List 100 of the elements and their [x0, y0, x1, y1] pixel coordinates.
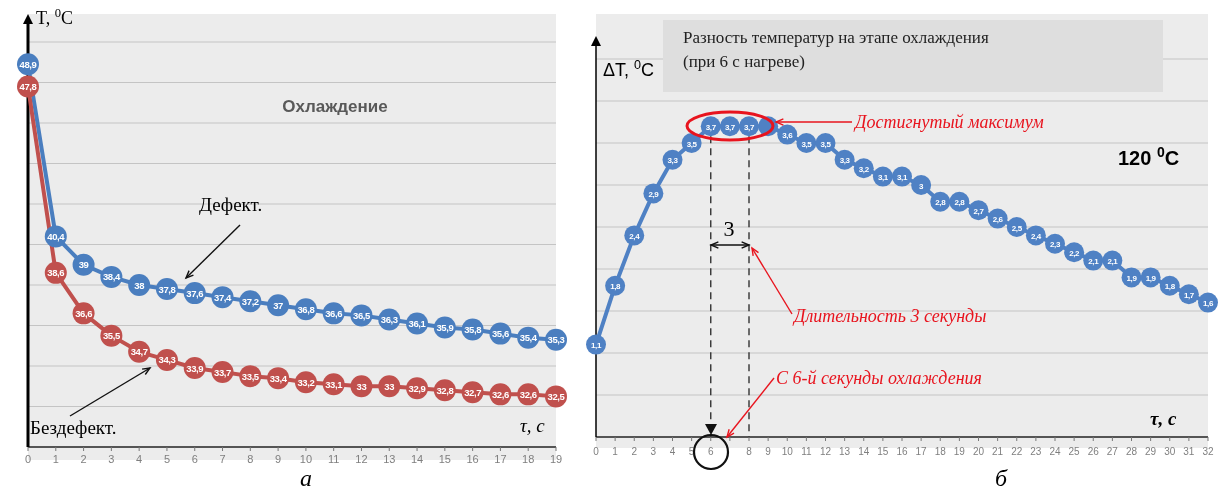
- data-label: 1,8: [610, 282, 622, 292]
- data-label: 3,7: [705, 122, 717, 132]
- text: а: [300, 465, 312, 491]
- x-tick-label: 12: [355, 453, 368, 465]
- x-tick-label: 1: [612, 446, 619, 457]
- x-axis-title: τ, с: [520, 415, 546, 436]
- x-tick-label: 17: [915, 446, 928, 457]
- data-label: 36,6: [75, 307, 93, 319]
- data-label: 32,8: [436, 384, 454, 396]
- x-tick-label: 8: [746, 446, 753, 457]
- data-label: 32,6: [491, 388, 509, 400]
- x-tick-label: 10: [781, 446, 794, 457]
- x-tick-label: 9: [765, 446, 772, 457]
- data-label: 32,7: [464, 386, 482, 398]
- data-label: 37,6: [186, 287, 204, 299]
- data-label: 33,2: [297, 376, 315, 388]
- data-label: 36,5: [353, 309, 372, 321]
- data-label: 38: [134, 279, 145, 291]
- x-tick-label: 5: [163, 453, 171, 465]
- x-tick-label: 15: [877, 446, 889, 457]
- data-label: 3,7: [744, 122, 755, 132]
- data-label: 36,6: [325, 307, 343, 319]
- data-label: 2,8: [954, 198, 966, 208]
- x-tick-label: 20: [972, 446, 985, 457]
- x-tick-label: 2: [631, 446, 638, 457]
- data-label: 37,2: [241, 295, 259, 307]
- data-label: 35,5: [102, 330, 121, 342]
- x-tick-label: 11: [801, 446, 812, 457]
- data-label: 39: [78, 259, 89, 271]
- data-label: 3,2: [858, 164, 870, 174]
- x-tick-label: 21: [992, 446, 1004, 457]
- x-tick-label: 22: [1011, 446, 1023, 457]
- data-label: 36,8: [297, 303, 315, 315]
- data-label: 34,7: [130, 346, 148, 358]
- data-label: 3,7: [724, 122, 736, 132]
- data-label: 35,8: [464, 324, 482, 336]
- annotation: 3: [723, 216, 735, 241]
- x-tick-label: 7: [219, 453, 226, 465]
- x-tick-label: 27: [1106, 446, 1119, 457]
- data-label: 2,3: [1050, 240, 1061, 250]
- x-tick-label: 18: [522, 453, 535, 465]
- data-label: 3,6: [782, 131, 794, 141]
- data-label: 33,9: [186, 362, 204, 374]
- x-tick-label: 6: [191, 453, 198, 465]
- x-tick-label: 15: [438, 453, 451, 465]
- text: б: [995, 465, 1008, 491]
- data-label: 33: [356, 380, 367, 392]
- data-label: 36,3: [380, 313, 398, 325]
- data-label: 37: [273, 299, 284, 311]
- data-label: 33: [384, 380, 395, 392]
- data-label: 32,6: [519, 388, 537, 400]
- data-label: 1,9: [1126, 273, 1138, 283]
- x-tick-label: 17: [494, 453, 507, 465]
- x-tick-label: 10: [299, 453, 313, 465]
- text: Охлаждение: [282, 97, 388, 116]
- y-axis-title: ΔT, $^{0}$C: [603, 58, 655, 80]
- annotation: Дефект.: [199, 194, 263, 215]
- x-tick-label: 4: [669, 446, 676, 457]
- data-label: 38,4: [102, 271, 121, 283]
- x-tick-label: 18: [934, 446, 947, 457]
- x-tick-label: 4: [136, 453, 143, 465]
- data-label: 1,6: [1203, 299, 1214, 309]
- data-label: 2,9: [648, 189, 660, 199]
- data-label: 47,8: [19, 81, 37, 93]
- data-label: 33,4: [269, 372, 288, 384]
- x-tick-label: 13: [839, 446, 851, 457]
- x-tick-label: 26: [1087, 446, 1100, 457]
- x-tick-label: 29: [1145, 446, 1157, 457]
- data-label: 35,3: [547, 334, 565, 346]
- x-tick-label: 0: [24, 453, 32, 465]
- data-label: 34,3: [158, 354, 176, 366]
- data-label: 37,4: [214, 291, 233, 303]
- x-tick-label: 14: [858, 446, 870, 457]
- data-label: 33,5: [241, 370, 260, 382]
- annotation: 120 $^{0}$C: [1118, 144, 1180, 169]
- data-label: 2,4: [629, 231, 641, 241]
- data-label: 2,8: [935, 198, 947, 208]
- x-axis-title: τ, c: [1150, 408, 1177, 429]
- data-label: 33,1: [325, 378, 344, 390]
- data-label: 2,1: [1107, 257, 1119, 267]
- data-label: 32,9: [408, 382, 426, 394]
- y-axis-title: T, $^{0}$C: [36, 6, 73, 28]
- data-label: 3,1: [877, 173, 889, 183]
- data-label: 3: [919, 181, 925, 191]
- x-tick-label: 28: [1125, 446, 1138, 457]
- x-tick-label: 0: [593, 446, 600, 457]
- annotation: Бездефект.: [30, 417, 117, 438]
- x-tick-label: 2: [80, 453, 87, 465]
- data-label: 3,1: [897, 173, 908, 183]
- x-tick-label: 25: [1068, 446, 1081, 457]
- x-tick-label: 9: [275, 453, 282, 465]
- annotation: С 6-й секунды охлаждения: [776, 368, 982, 388]
- data-label: 1,7: [1183, 290, 1195, 300]
- data-label: 2,7: [973, 206, 985, 216]
- x-tick-label: 8: [247, 453, 254, 465]
- data-label: 1,1: [591, 341, 602, 351]
- data-label: 2,4: [1030, 231, 1042, 241]
- annotation: Достигнутый максимум: [853, 112, 1045, 132]
- data-label: 33,7: [214, 366, 232, 378]
- x-tick-label: 32: [1202, 446, 1214, 457]
